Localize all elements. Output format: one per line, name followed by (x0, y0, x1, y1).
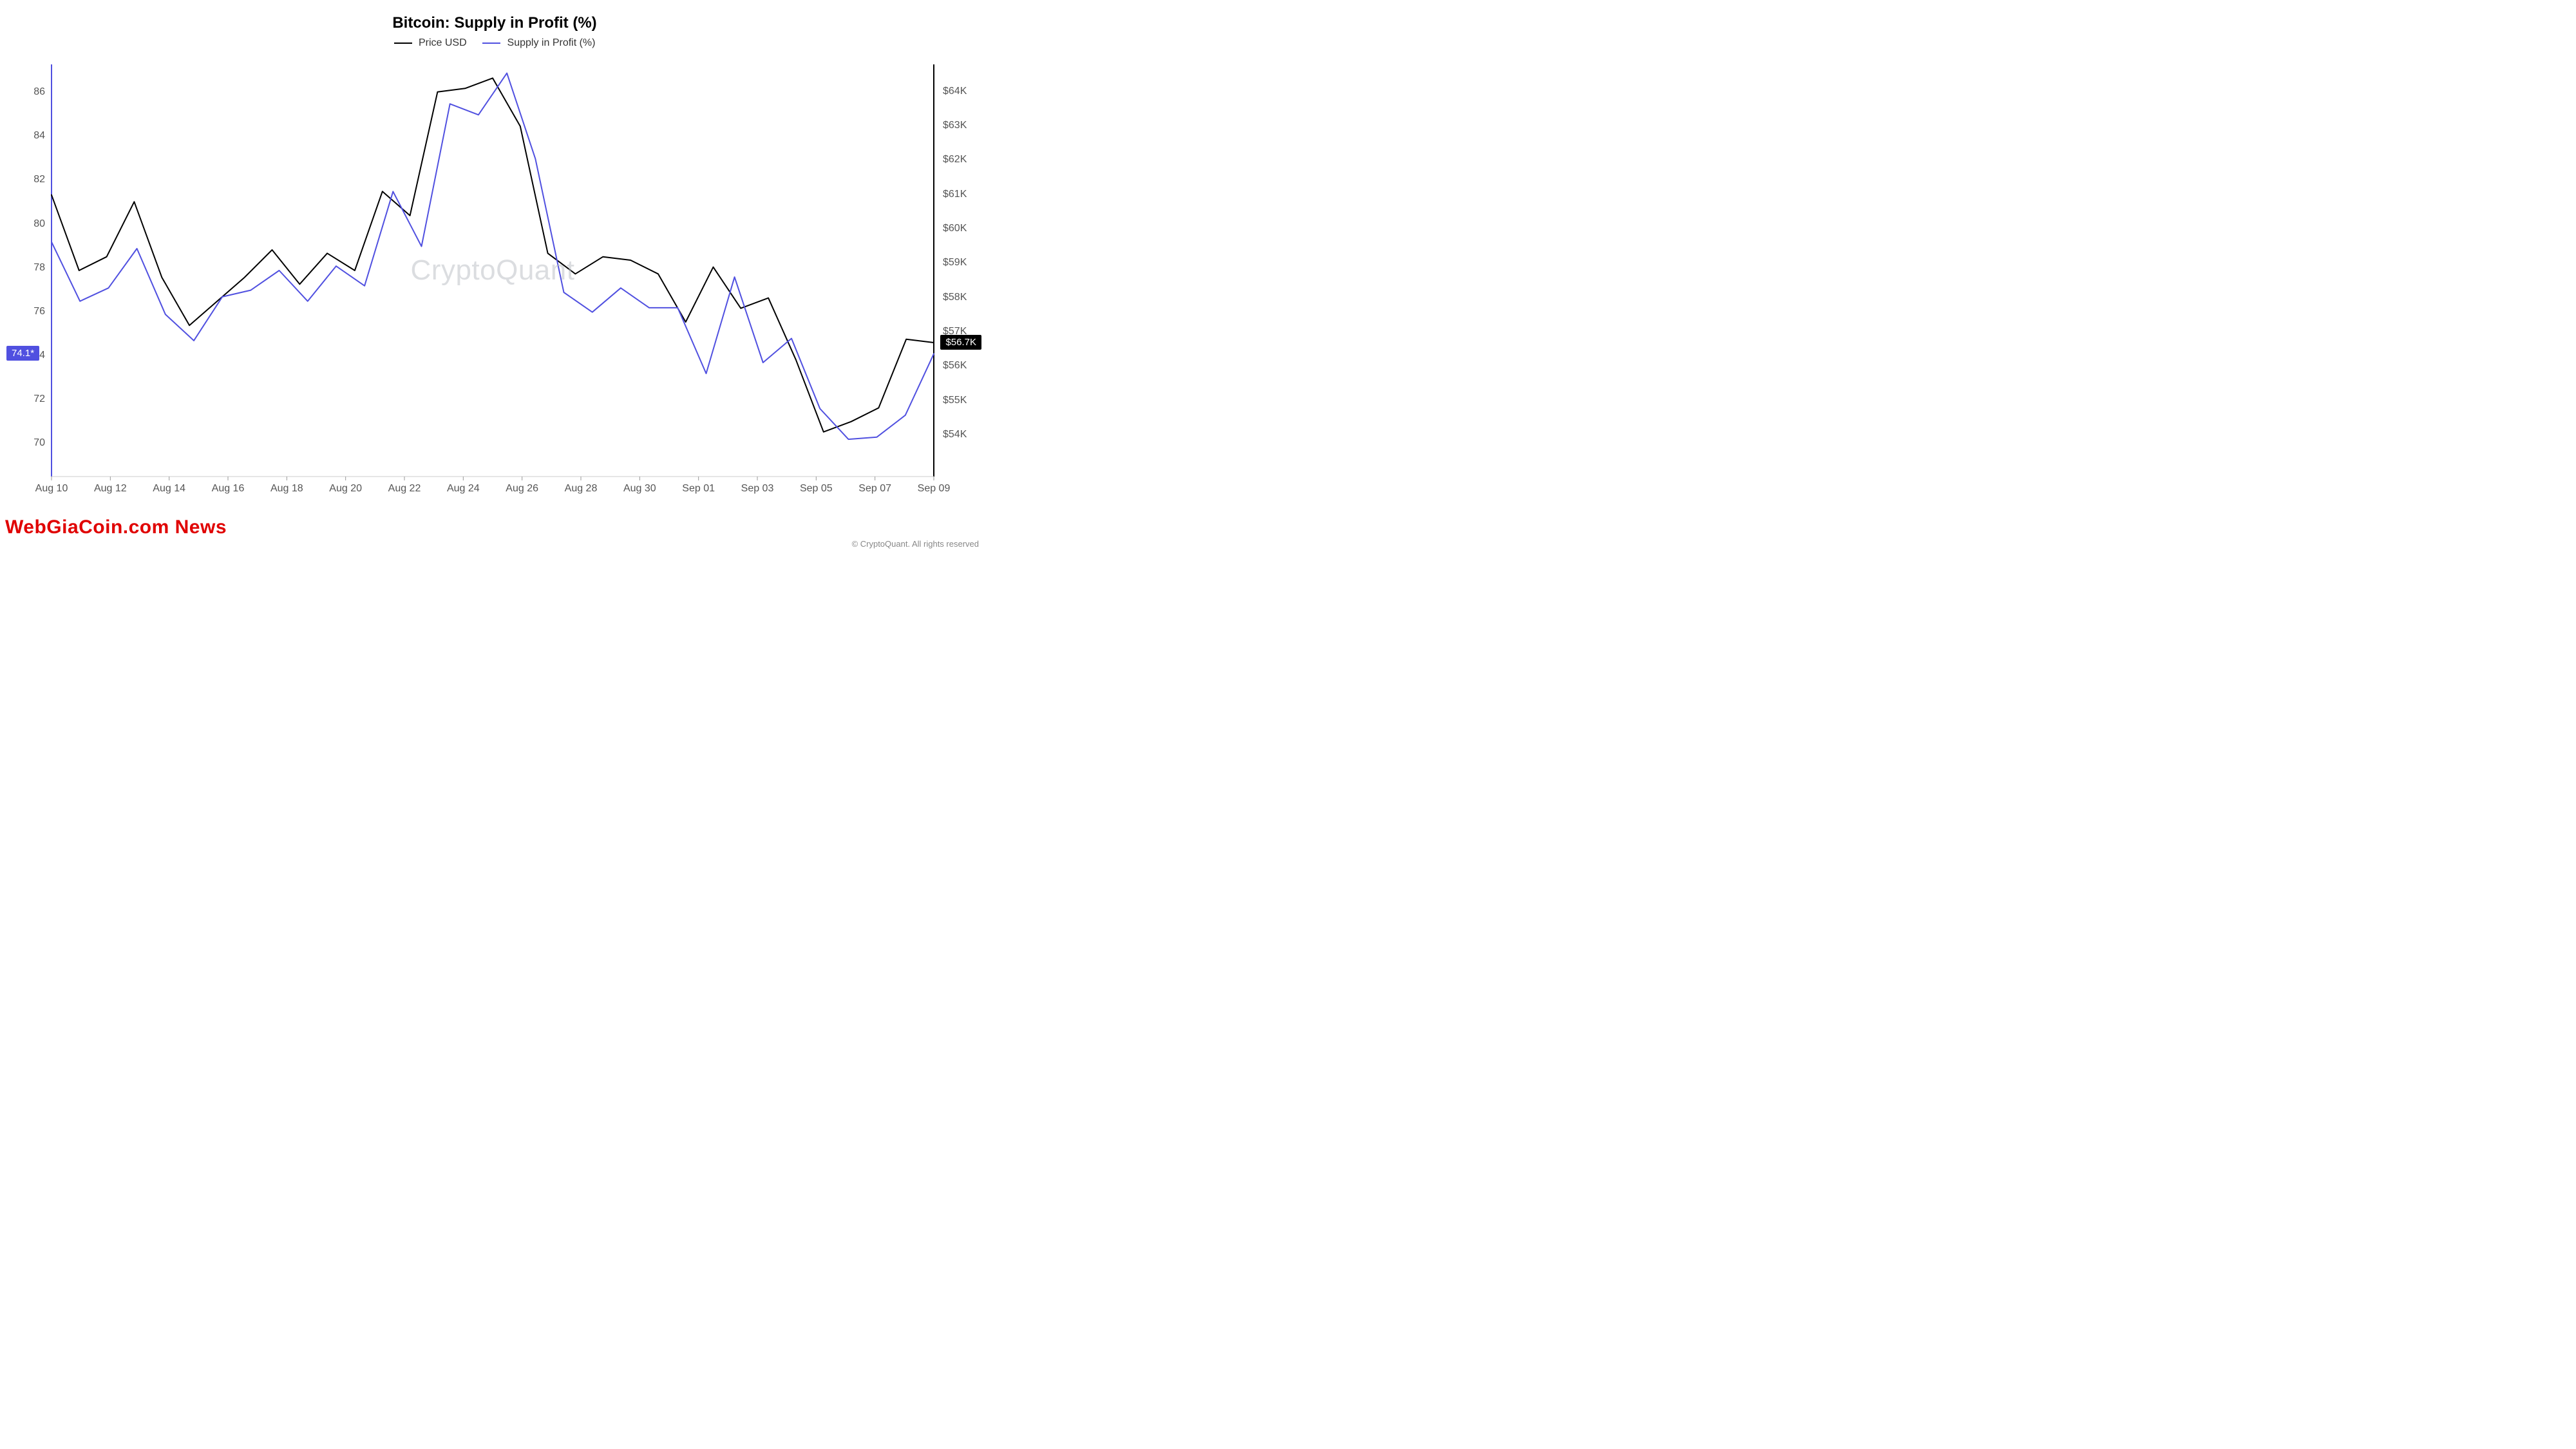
legend-label-supply: Supply in Profit (%) (507, 37, 596, 48)
x-tick: Aug 28 (565, 483, 598, 495)
legend-item-supply: Supply in Profit (%) (482, 37, 595, 49)
x-tick: Sep 03 (741, 483, 774, 495)
plot-area: CryptoQuant (52, 64, 934, 477)
y-right-tick: $61K (943, 189, 967, 200)
x-tick: Aug 22 (388, 483, 421, 495)
y-right-tick: $56K (943, 360, 967, 372)
x-tick: Aug 16 (212, 483, 245, 495)
y-right-tick: $55K (943, 395, 967, 406)
x-tick: Aug 10 (35, 483, 68, 495)
chart-container: Bitcoin: Supply in Profit (%) Price USD … (0, 0, 989, 556)
y-right-tick: $63K (943, 120, 967, 131)
x-tick: Aug 12 (94, 483, 127, 495)
y-left-tick: 70 (13, 437, 45, 449)
y-left-current-badge: 74.1* (6, 346, 39, 361)
y-left-tick: 78 (13, 262, 45, 274)
y-right-tick: $64K (943, 86, 967, 97)
x-tick: Sep 07 (858, 483, 891, 495)
x-tick: Aug 30 (623, 483, 656, 495)
x-tick: Aug 26 (506, 483, 538, 495)
y-left-tick: 76 (13, 306, 45, 317)
y-left-tick: 72 (13, 393, 45, 405)
y-right-current-badge: $56.7K (940, 335, 981, 350)
y-left-tick: 86 (13, 86, 45, 98)
x-tick: Sep 01 (682, 483, 715, 495)
y-left-tick: 84 (13, 130, 45, 142)
legend-swatch-supply (482, 43, 500, 44)
x-tick: Aug 14 (153, 483, 185, 495)
x-tick: Aug 24 (447, 483, 480, 495)
chart-svg (52, 64, 934, 477)
legend-swatch-price (394, 43, 412, 44)
brand-overlay: WebGiaCoin.com News (5, 516, 227, 538)
legend-label-price: Price USD (419, 37, 467, 48)
y-left-tick: 82 (13, 174, 45, 185)
chart-title: Bitcoin: Supply in Profit (%) (0, 14, 989, 32)
y-right-tick: $54K (943, 429, 967, 440)
y-right-tick: $62K (943, 154, 967, 166)
y-right-tick: $59K (943, 257, 967, 269)
y-right-tick: $60K (943, 223, 967, 234)
x-tick: Sep 09 (918, 483, 951, 495)
y-right-tick: $58K (943, 292, 967, 303)
x-tick: Aug 18 (270, 483, 303, 495)
copyright-text: © CryptoQuant. All rights reserved (852, 539, 979, 549)
x-tick: Sep 05 (800, 483, 833, 495)
y-left-tick: 80 (13, 218, 45, 230)
chart-legend: Price USD Supply in Profit (%) (0, 37, 989, 49)
x-tick: Aug 20 (329, 483, 362, 495)
legend-item-price: Price USD (394, 37, 467, 49)
